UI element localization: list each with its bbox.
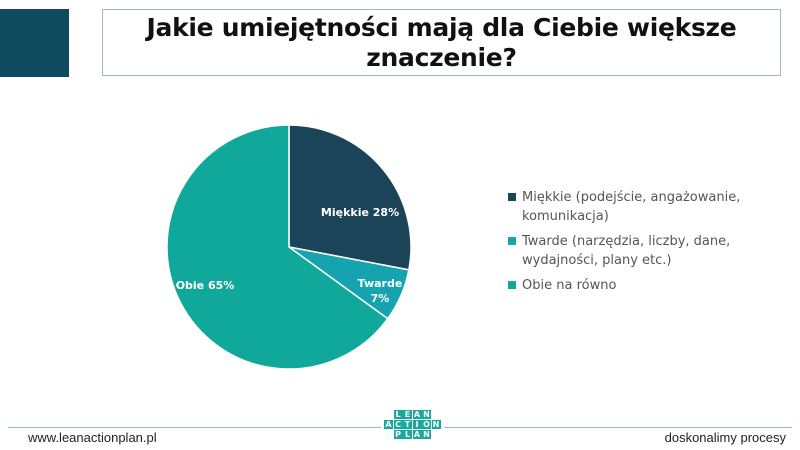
logo-letter: L (403, 430, 412, 439)
header-accent-block (0, 9, 69, 77)
logo-letter: N (422, 410, 431, 419)
legend-swatch-icon (508, 237, 516, 245)
logo-letter: T (403, 420, 412, 429)
logo-letter: E (403, 410, 412, 419)
logo-letter: A (412, 410, 422, 419)
slice-label-miekkie: Miękkie 28% (321, 206, 399, 219)
footer-website-link[interactable]: www.leanactionplan.pl (28, 430, 157, 445)
pie-slice (288, 124, 412, 271)
pie-slice (166, 124, 389, 370)
legend-item-obie: Obie na równo (508, 276, 748, 295)
logo-letter: I (412, 420, 422, 429)
legend-swatch-icon (508, 281, 516, 289)
logo-letter: L (393, 410, 403, 419)
legend-label: Obie na równo (522, 278, 617, 293)
slice-label-obie: Obie 65% (176, 279, 235, 292)
logo-letter: N (422, 430, 431, 439)
footer-tagline: doskonalimy procesy (664, 430, 786, 445)
slice-label-twarde-1: Twarde (358, 277, 403, 290)
legend-label: Miękkie (podejście, angażowanie, komunik… (522, 190, 741, 224)
slice-label-twarde-2: 7% (371, 292, 390, 305)
title-line-1: Jakie umiejętności mają dla Ciebie więks… (146, 12, 737, 42)
pie-slices (166, 124, 412, 370)
page-title: Jakie umiejętności mają dla Ciebie więks… (102, 9, 781, 76)
legend-item-twarde: Twarde (narzędzia, liczby, dane, wydajno… (508, 232, 748, 270)
legend-swatch-icon (508, 193, 516, 201)
logo-letter: C (393, 420, 403, 429)
logo-letter: N (431, 420, 441, 429)
logo-letter: O (422, 420, 431, 429)
logo-letter: A (384, 420, 393, 429)
legend-item-miekkie: Miękkie (podejście, angażowanie, komunik… (508, 188, 748, 226)
title-line-2: znaczenie? (366, 42, 517, 72)
logo-letter: A (412, 430, 422, 439)
chart-legend: Miękkie (podejście, angażowanie, komunik… (508, 188, 748, 301)
legend-label: Twarde (narzędzia, liczby, dane, wydajno… (522, 234, 731, 268)
logo-letter: P (393, 430, 403, 439)
